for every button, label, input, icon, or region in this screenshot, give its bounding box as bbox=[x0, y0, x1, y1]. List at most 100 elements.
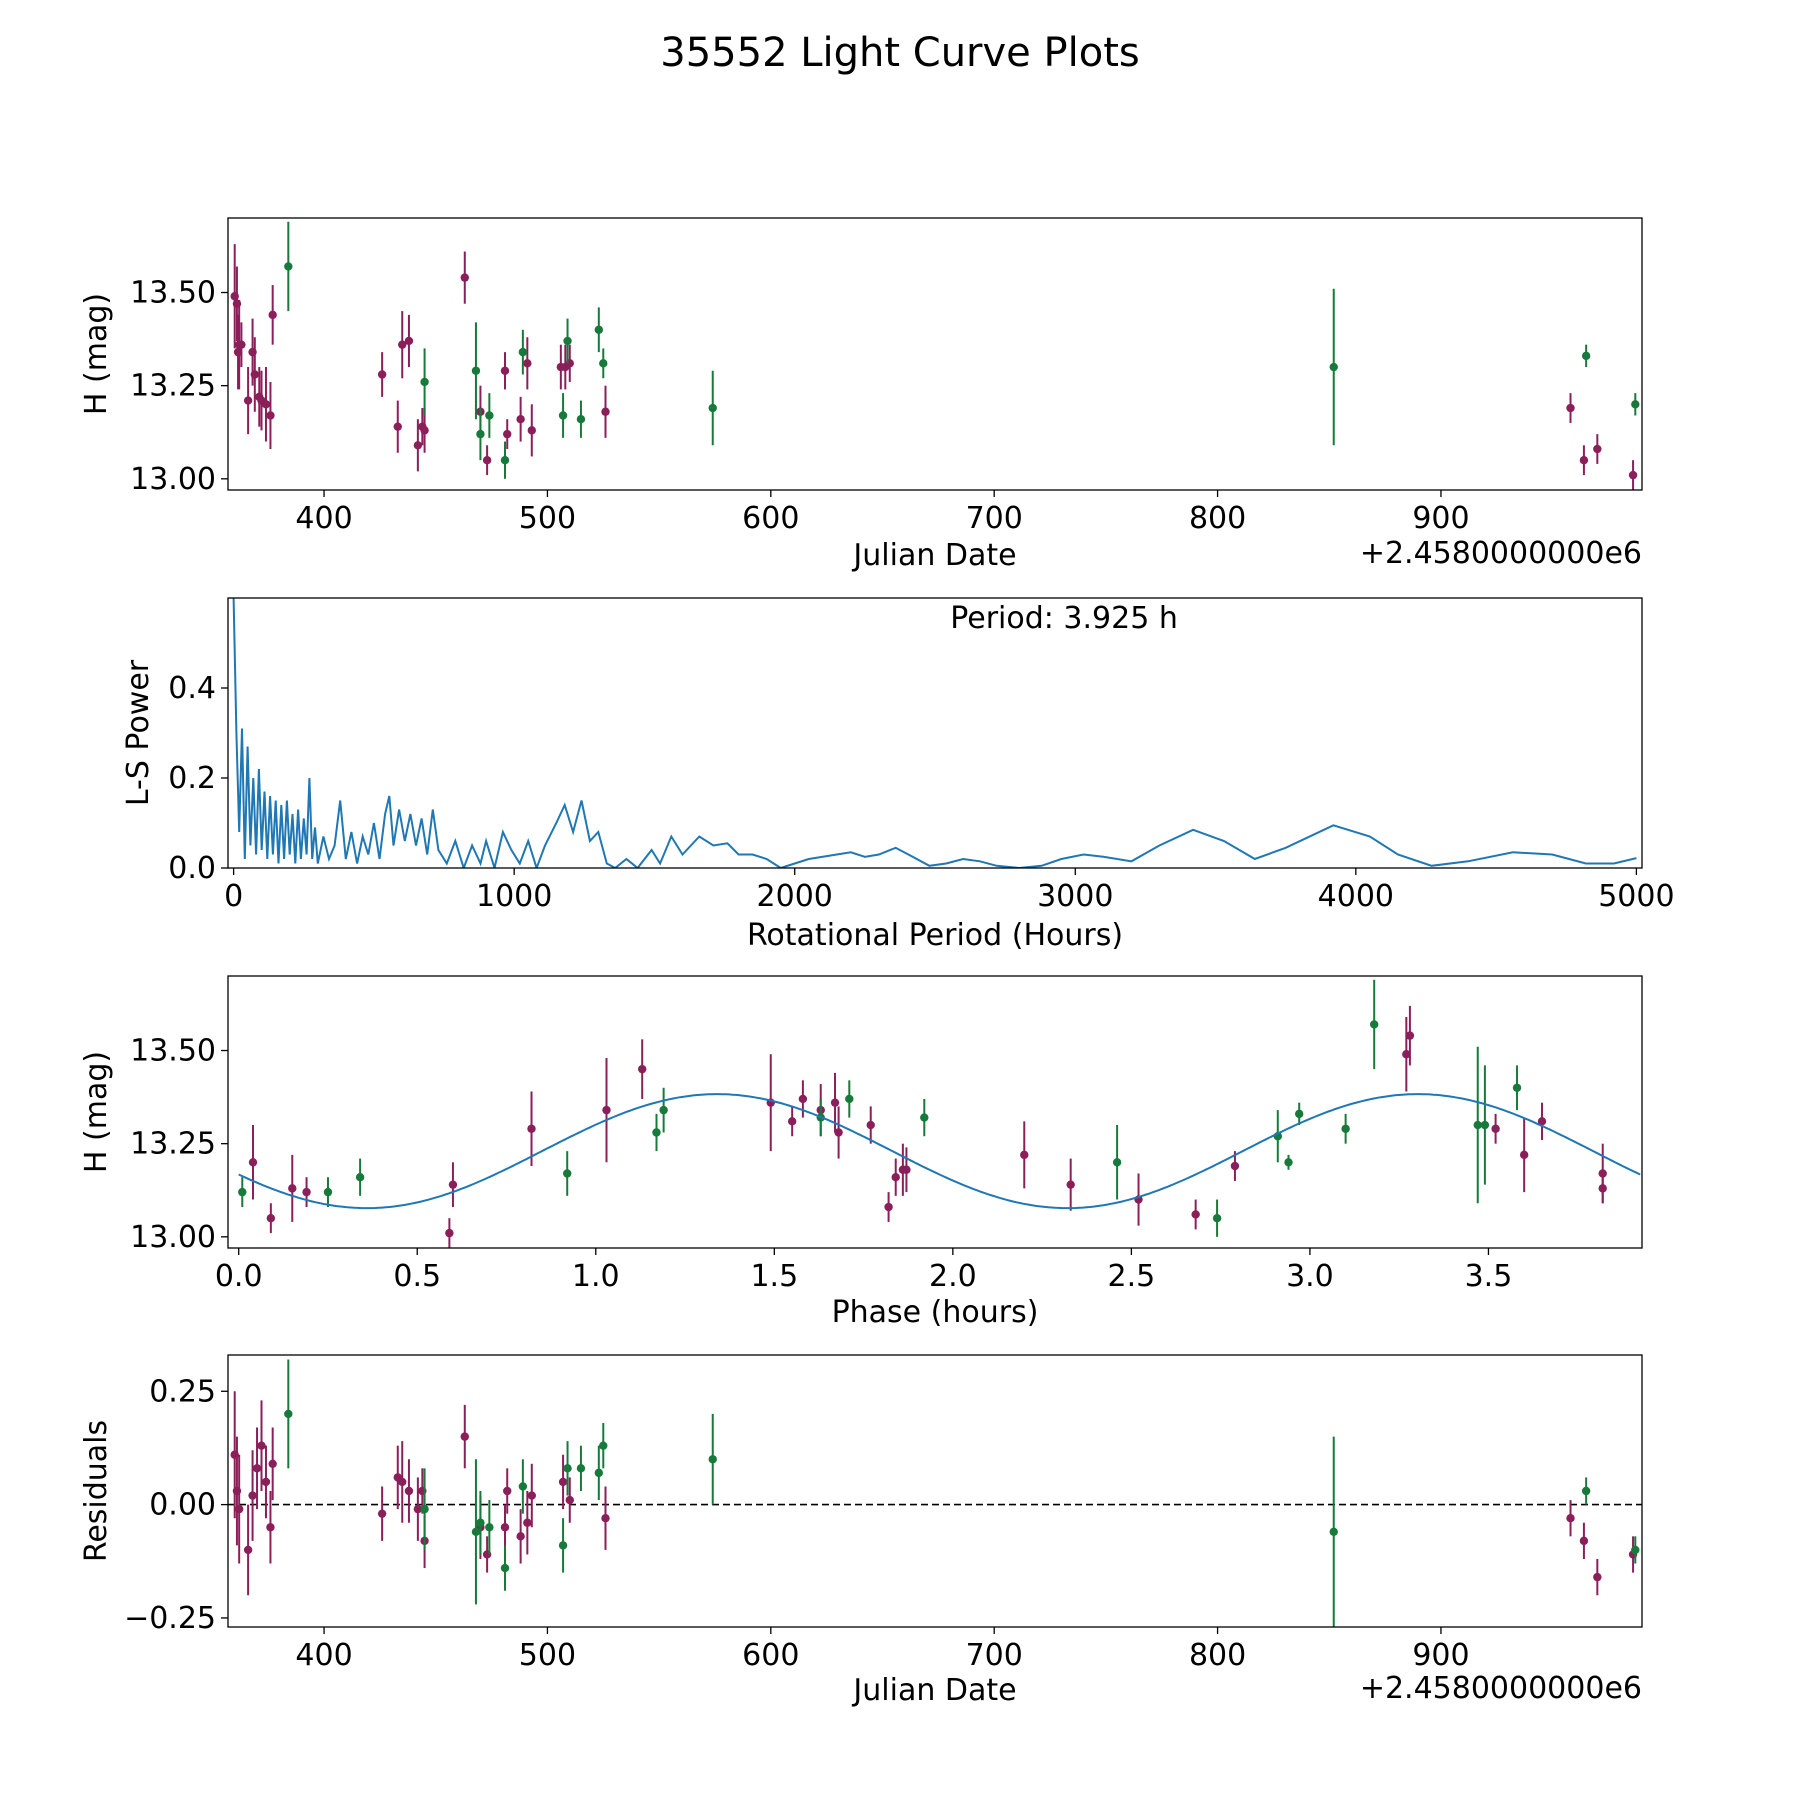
data-point bbox=[471, 366, 481, 375]
data-point bbox=[485, 1523, 494, 1532]
data-point bbox=[891, 1173, 900, 1182]
data-point bbox=[1566, 403, 1575, 413]
data-point bbox=[284, 1409, 293, 1419]
period-annotation: Period: 3.925 h bbox=[950, 601, 1178, 636]
x-tick-label: 700 bbox=[966, 1638, 1023, 1673]
data-point bbox=[601, 407, 610, 416]
data-point bbox=[1066, 1180, 1075, 1189]
periodogram-panel: Period: 3.925 h 0 1000 2000 3000 4000 5000 0.0 0… bbox=[121, 597, 1675, 953]
data-point bbox=[1341, 1124, 1350, 1133]
data-point bbox=[261, 400, 271, 409]
data-point bbox=[500, 1563, 510, 1573]
data-point bbox=[558, 411, 568, 420]
data-point bbox=[248, 1158, 258, 1167]
data-point bbox=[243, 1545, 253, 1555]
y-tick-label: 0.00 bbox=[149, 1488, 216, 1523]
data-point bbox=[523, 1518, 532, 1527]
x-tick-label: 2000 bbox=[757, 879, 833, 914]
data-point bbox=[393, 422, 402, 431]
x-tick-label: 0 bbox=[224, 879, 243, 914]
axes-frame bbox=[227, 217, 1643, 491]
axes-frame bbox=[227, 1354, 1643, 1628]
data-point bbox=[563, 1464, 572, 1473]
lightcurve-panel: 400 500 600 700 800 900 13.00 13.25 13.50 Julian … bbox=[79, 217, 1643, 573]
data-point bbox=[1491, 1124, 1500, 1133]
data-point bbox=[516, 1532, 525, 1541]
data-point bbox=[268, 1459, 277, 1469]
data-point bbox=[1329, 362, 1338, 372]
data-point bbox=[708, 403, 717, 413]
x-tick-label: 600 bbox=[742, 1638, 799, 1673]
data-point bbox=[1579, 1536, 1589, 1546]
x-tick-label: 800 bbox=[1189, 501, 1246, 536]
x-tick-label: 700 bbox=[966, 501, 1023, 536]
x-tick-label: 1.5 bbox=[750, 1259, 798, 1294]
data-point bbox=[1579, 455, 1589, 465]
x-axis-label: Phase (hours) bbox=[832, 1295, 1039, 1330]
phase-panel: 0.0 0.5 1.0 1.5 2.0 2.5 3.0 3.5 13.00 13.25 13.50 P… bbox=[79, 975, 1643, 1330]
data-point bbox=[257, 1441, 266, 1450]
data-point bbox=[243, 396, 253, 405]
data-point bbox=[500, 455, 510, 465]
data-point bbox=[500, 1523, 510, 1532]
y-tick-label: 0.0 bbox=[168, 851, 216, 886]
data-point bbox=[482, 455, 492, 465]
figure-title: 35552 Light Curve Plots bbox=[660, 30, 1139, 76]
data-point bbox=[377, 1509, 387, 1518]
data-point bbox=[1581, 351, 1591, 361]
data-point bbox=[266, 1523, 275, 1532]
data-point bbox=[659, 1105, 668, 1115]
plot-area bbox=[230, 1359, 1640, 1627]
y-axis-label: L-S Power bbox=[121, 659, 156, 806]
data-point bbox=[527, 1491, 536, 1500]
x-tick-label: 3000 bbox=[1037, 879, 1113, 914]
x-axis-label: Julian Date bbox=[851, 1673, 1016, 1708]
data-point bbox=[1405, 1031, 1415, 1040]
data-point bbox=[599, 1441, 608, 1450]
data-point bbox=[576, 1464, 586, 1473]
data-point bbox=[250, 370, 260, 379]
x-tick-label: 3.0 bbox=[1286, 1259, 1334, 1294]
x-tick-label: 500 bbox=[519, 501, 576, 536]
data-point bbox=[1480, 1120, 1490, 1130]
data-point bbox=[1628, 470, 1638, 480]
series-filter-2 bbox=[284, 1359, 1640, 1627]
data-point bbox=[565, 1495, 574, 1505]
x-tick-label: 0.5 bbox=[393, 1259, 441, 1294]
data-point bbox=[420, 426, 429, 435]
axes-frame bbox=[227, 597, 1643, 869]
x-tick-label: 400 bbox=[295, 1638, 352, 1673]
data-point bbox=[527, 1124, 536, 1133]
data-point bbox=[1369, 1020, 1379, 1029]
data-point bbox=[268, 310, 277, 320]
y-tick-label: 13.25 bbox=[130, 369, 216, 404]
x-tick-label: 1.0 bbox=[572, 1259, 620, 1294]
fit-curve bbox=[238, 1093, 1641, 1210]
x-tick-label: 600 bbox=[742, 501, 799, 536]
series-filter-2 bbox=[238, 979, 1522, 1237]
data-point bbox=[398, 1477, 407, 1487]
series-filter-2 bbox=[284, 221, 1640, 479]
y-tick-label: −0.25 bbox=[124, 1601, 216, 1636]
data-point bbox=[288, 1184, 297, 1193]
data-point bbox=[518, 1482, 528, 1491]
series-filter-1 bbox=[248, 1005, 1607, 1248]
data-point bbox=[476, 429, 485, 439]
data-point bbox=[1631, 1545, 1640, 1555]
data-point bbox=[1329, 1527, 1338, 1537]
data-point bbox=[1402, 1050, 1411, 1059]
data-point bbox=[787, 1117, 797, 1126]
data-point bbox=[377, 370, 387, 379]
x-offset-label: +2.4580000000e6 bbox=[1360, 1671, 1642, 1706]
data-point bbox=[460, 273, 469, 282]
y-tick-label: 0.2 bbox=[168, 761, 216, 796]
data-point bbox=[1212, 1213, 1222, 1223]
x-tick-label: 3.5 bbox=[1465, 1259, 1513, 1294]
data-point bbox=[448, 1180, 458, 1189]
data-point bbox=[284, 262, 293, 271]
data-point bbox=[563, 1169, 572, 1178]
data-point bbox=[460, 1432, 469, 1441]
data-point bbox=[523, 359, 532, 368]
data-point bbox=[1230, 1161, 1240, 1171]
